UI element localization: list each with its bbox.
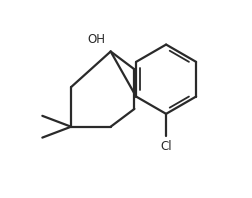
Text: OH: OH — [87, 32, 105, 46]
Text: Cl: Cl — [160, 140, 171, 153]
